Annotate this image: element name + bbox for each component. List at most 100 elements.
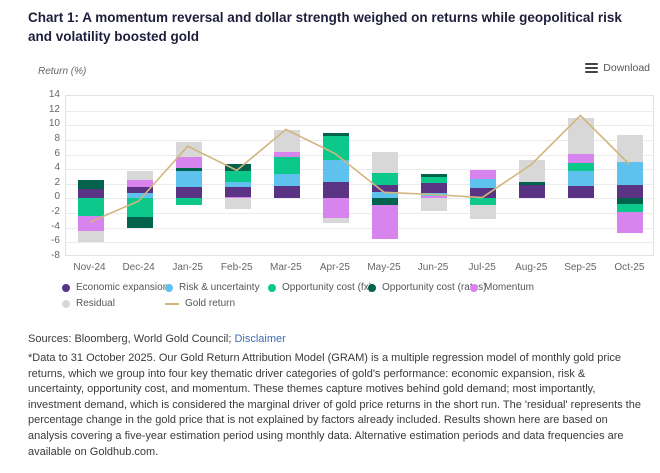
gridline: [66, 154, 653, 156]
bar-segment-rates: [519, 181, 546, 186]
bar-segment-risk: [470, 178, 497, 189]
bar-segment-fx: [322, 135, 349, 161]
bar-segment-econ: [617, 185, 644, 199]
gridline: [66, 183, 653, 185]
bar-segment-fx: [224, 171, 251, 183]
y-tick-label: 12: [48, 103, 60, 115]
legend-label: Gold return: [185, 298, 236, 309]
bar-segment-risk: [224, 182, 251, 187]
bar-segment-risk: [568, 170, 595, 186]
bar-segment-momentum: [617, 212, 644, 233]
x-axis-label: Apr-25: [319, 262, 350, 273]
bar-segment-momentum: [470, 169, 497, 179]
download-button[interactable]: Download: [585, 61, 650, 75]
chart-title: Chart 1: A momentum reversal and dollar …: [28, 10, 622, 44]
gridline: [66, 227, 653, 229]
legend-dot-swatch: [470, 283, 478, 292]
bar-segment-rates: [175, 168, 202, 172]
bar-segment-risk: [175, 171, 202, 187]
bar-segment-econ: [322, 182, 349, 199]
legend-label: Economic expansion: [76, 282, 169, 293]
bar-segment-econ: [470, 188, 497, 199]
bar-segment-residual: [273, 130, 300, 152]
y-tick-label: 0: [54, 191, 60, 203]
y-tick-label: -4: [51, 220, 60, 232]
legend-item-risk[interactable]: Risk & uncertainty: [165, 282, 260, 293]
y-tick-label: 14: [48, 89, 60, 100]
bar-segment-momentum: [372, 205, 399, 239]
bar-segment-fx: [470, 198, 497, 206]
bar-segment-risk: [421, 192, 448, 197]
x-axis-label: May-25: [367, 262, 401, 273]
gridline: [66, 213, 653, 215]
legend-dot-swatch: [268, 283, 276, 292]
legend-item-momentum[interactable]: Momentum: [470, 282, 534, 293]
x-axis-label: Sep-25: [564, 262, 597, 273]
bar-segment-rates: [224, 164, 251, 172]
bar-segment-econ: [372, 184, 399, 192]
bar-segment-residual: [568, 117, 595, 154]
bar-segment-risk: [372, 191, 399, 199]
bar-segment-risk: [322, 160, 349, 183]
bar-segment-residual: [470, 205, 497, 219]
bar-segment-residual: [617, 134, 644, 162]
x-axis-label: Nov-24: [73, 262, 106, 273]
x-axis-label: Jul-25: [468, 262, 496, 273]
gridline: [66, 198, 653, 200]
bar-segment-residual: [519, 159, 546, 182]
legend-item-econ[interactable]: Economic expansion: [62, 282, 168, 293]
y-tick-label: -6: [51, 235, 60, 247]
legend-line-swatch: [165, 302, 179, 305]
gridline: [66, 139, 653, 141]
legend-item-residual[interactable]: Residual: [62, 298, 115, 309]
y-tick-label: -2: [51, 206, 60, 218]
bar-segment-econ: [224, 186, 251, 197]
gridline: [66, 242, 653, 244]
bar-segment-rates: [322, 133, 349, 136]
legend-label: Opportunity cost (fx): [282, 282, 373, 293]
sources-text: Sources: Bloomberg, World Gold Council;: [28, 333, 235, 345]
legend-dot-swatch: [368, 283, 376, 292]
y-tick-label: 2: [54, 176, 60, 188]
bar-segment-risk: [617, 161, 644, 186]
bar-segment-residual: [224, 198, 251, 209]
bar-segment-econ: [421, 183, 448, 193]
legend-label: Risk & uncertainty: [179, 282, 260, 293]
y-tick-label: -8: [51, 250, 60, 261]
bar-segment-momentum: [273, 151, 300, 157]
bar-segment-residual: [77, 231, 104, 242]
bar-segment-fx: [421, 177, 448, 184]
bar-segment-econ: [175, 186, 202, 199]
bar-segment-fx: [77, 198, 104, 217]
legend-label: Residual: [76, 298, 115, 309]
x-axis-label: Dec-24: [122, 262, 155, 273]
bar-segment-residual: [126, 171, 153, 181]
bar-segment-fx: [126, 198, 153, 218]
bar-segment-econ: [77, 188, 104, 199]
bar-segment-momentum: [77, 216, 104, 232]
disclaimer-link[interactable]: Disclaimer: [234, 333, 286, 345]
x-axis-label: Jan-25: [172, 262, 203, 273]
download-label: Download: [603, 62, 650, 74]
legend-item-gold[interactable]: Gold return: [165, 298, 235, 309]
gridline: [66, 125, 653, 127]
gridline: [66, 110, 653, 112]
x-axis-label: Jun-25: [417, 262, 449, 273]
bar-segment-residual: [175, 142, 202, 157]
bar-segment-econ: [273, 186, 300, 199]
hamburger-menu-icon: [585, 61, 599, 75]
x-axis-label: Feb-25: [220, 262, 253, 273]
legend-dot-swatch: [62, 299, 70, 308]
bar-segment-econ: [568, 186, 595, 199]
legend-dot-swatch: [165, 283, 173, 292]
bar-segment-rates: [421, 173, 448, 178]
bar-segment-fx: [568, 163, 595, 171]
y-tick-label: 4: [54, 162, 60, 174]
bar-segment-momentum: [568, 153, 595, 164]
footnote-text: *Data to 31 October 2025. Our Gold Retur…: [28, 352, 641, 458]
x-axis-label: Aug-25: [515, 262, 548, 273]
legend-item-fx[interactable]: Opportunity cost (fx): [268, 282, 372, 293]
legend-item-rates[interactable]: Opportunity cost (rates): [368, 282, 486, 293]
bar-segment-momentum: [126, 180, 153, 187]
bar-segment-fx: [617, 203, 644, 213]
